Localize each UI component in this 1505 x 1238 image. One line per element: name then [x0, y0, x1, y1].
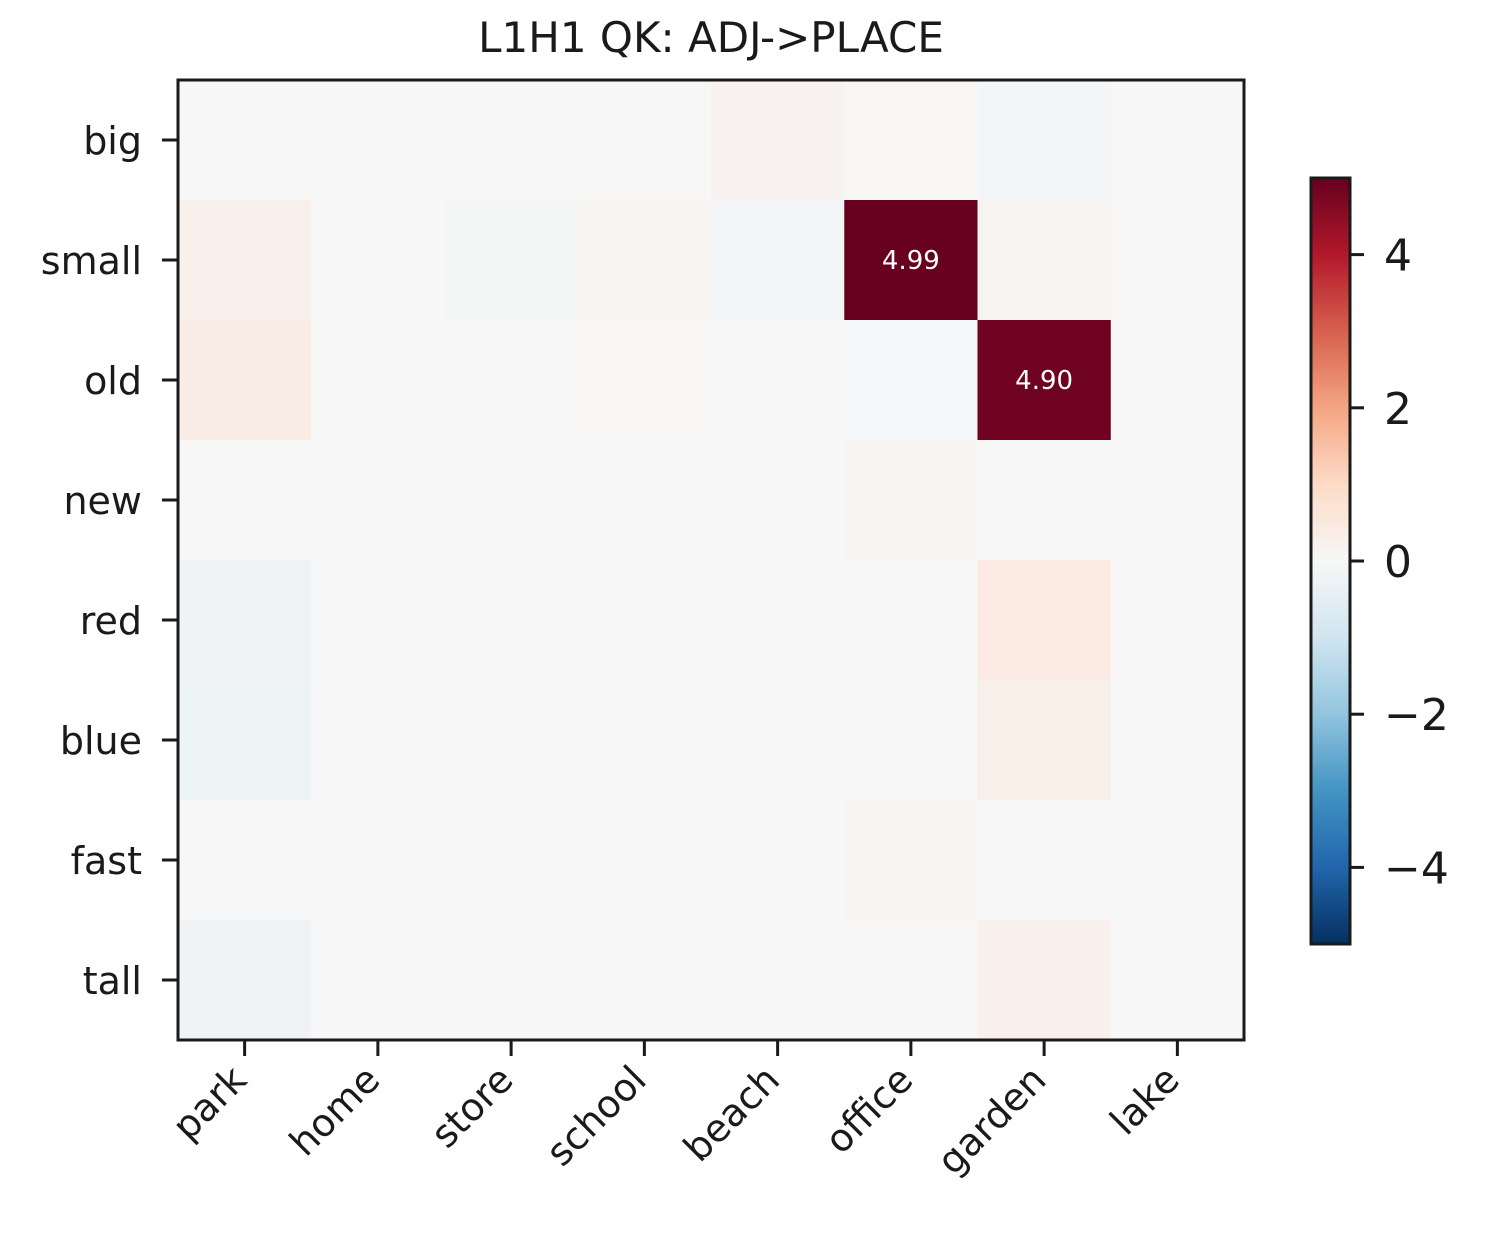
- colorbar-tick-label: 4: [1384, 231, 1412, 282]
- x-tick-label-lake: lake: [1102, 1057, 1188, 1143]
- colorbar-tick-label: 0: [1384, 537, 1412, 588]
- heatmap-cell-red-beach: [711, 560, 845, 681]
- cell-annotations: 4.99 4.90: [882, 246, 1073, 396]
- heatmap-cell-small-beach: [711, 200, 845, 321]
- x-axis-ticks: park home store school beach office garden lake: [164, 1040, 1188, 1183]
- heatmap-cell-fast-beach: [711, 800, 845, 921]
- heatmap-cell-small-park: [178, 200, 312, 321]
- x-tick-label-store: store: [422, 1057, 521, 1156]
- heatmap-cell-fast-garden: [977, 800, 1112, 921]
- heatmap-cell-fast-park: [178, 800, 312, 921]
- heatmap-cell-new-store: [444, 440, 579, 561]
- colorbar-tick-label: −4: [1384, 843, 1449, 894]
- heatmap-cell-new-park: [178, 440, 312, 561]
- heatmap-cell-big-garden: [977, 80, 1112, 201]
- colorbar: [1309, 176, 1352, 946]
- heatmap-cell-fast-school: [577, 800, 712, 921]
- heatmap-cells: [178, 80, 1245, 1041]
- heatmap-cell-tall-store: [444, 920, 579, 1041]
- heatmap-cell-red-school: [577, 560, 712, 681]
- heatmap-cell-tall-home: [311, 920, 445, 1041]
- y-tick-label-tall: tall: [83, 959, 142, 1003]
- heatmap-cell-big-home: [311, 80, 445, 201]
- colorbar-tick-label: 2: [1384, 384, 1412, 435]
- heatmap-cell-new-home: [311, 440, 445, 561]
- colorbar-tick-label: −2: [1384, 690, 1449, 741]
- heatmap-cell-blue-beach: [711, 680, 845, 801]
- heatmap-cell-tall-garden: [977, 920, 1112, 1041]
- y-tick-label-fast: fast: [71, 839, 142, 883]
- x-tick-label-beach: beach: [675, 1057, 788, 1170]
- heatmap-cell-new-office: [844, 440, 978, 561]
- heatmap-cell-old-garden: [977, 320, 1112, 441]
- heatmap-cell-new-lake: [1110, 440, 1245, 561]
- x-tick-label-garden: garden: [929, 1057, 1055, 1183]
- heatmap-cell-tall-school: [577, 920, 712, 1041]
- heatmap-cell-big-beach: [711, 80, 845, 201]
- heatmap-cell-red-lake: [1110, 560, 1245, 681]
- heatmap-cell-small-store: [444, 200, 579, 321]
- x-tick-label-home: home: [281, 1057, 388, 1164]
- heatmap-cell-tall-lake: [1110, 920, 1245, 1041]
- heatmap-cell-red-park: [178, 560, 312, 681]
- heatmap-cell-tall-office: [844, 920, 978, 1041]
- heatmap-cell-blue-store: [444, 680, 579, 801]
- heatmap-cell-old-park: [178, 320, 312, 441]
- heatmap-cell-red-store: [444, 560, 579, 681]
- heatmap-cell-small-school: [577, 200, 712, 321]
- heatmap-cell-fast-store: [444, 800, 579, 921]
- plot-frame: [176, 78, 1246, 1042]
- y-tick-label-blue: blue: [60, 719, 142, 763]
- heatmap-cell-blue-lake: [1110, 680, 1245, 801]
- heatmap-cell-old-home: [311, 320, 445, 441]
- heatmap-cell-old-school: [577, 320, 712, 441]
- y-axis-ticks: big small old new red blue fast tall: [41, 119, 178, 1003]
- heatmap-cell-old-beach: [711, 320, 845, 441]
- heatmap-cell-fast-home: [311, 800, 445, 921]
- y-tick-label-red: red: [80, 599, 142, 643]
- heatmap-cell-fast-office: [844, 800, 978, 921]
- x-tick-label-office: office: [816, 1057, 921, 1162]
- chart-title: L1H1 QK: ADJ->PLACE: [478, 13, 944, 62]
- heatmap-cell-big-office: [844, 80, 978, 201]
- y-tick-label-big: big: [83, 119, 142, 163]
- heatmap-cell-tall-park: [178, 920, 312, 1041]
- heatmap-cell-blue-garden: [977, 680, 1112, 801]
- heatmap-cell-blue-park: [178, 680, 312, 801]
- cell-annotation-small-office: 4.99: [882, 246, 940, 276]
- x-tick-label-park: park: [164, 1057, 255, 1148]
- heatmap-cell-big-store: [444, 80, 579, 201]
- heatmap-cell-old-office: [844, 320, 978, 441]
- heatmap-cell-big-school: [577, 80, 712, 201]
- heatmap-cell-fast-lake: [1110, 800, 1245, 921]
- heatmap-cell-small-garden: [977, 200, 1112, 321]
- y-tick-label-old: old: [84, 359, 142, 403]
- heatmap-cell-blue-school: [577, 680, 712, 801]
- colorbar-ticks: 4 2 0 −2 −4: [1350, 231, 1449, 894]
- heatmap-cell-red-office: [844, 560, 978, 681]
- heatmap-cell-old-lake: [1110, 320, 1245, 441]
- heatmap-cell-new-beach: [711, 440, 845, 561]
- heatmap-cell-big-lake: [1110, 80, 1245, 201]
- x-tick-label-school: school: [537, 1057, 654, 1174]
- heatmap-cell-new-school: [577, 440, 712, 561]
- heatmap-cell-new-garden: [977, 440, 1112, 561]
- heatmap-cell-big-park: [178, 80, 312, 201]
- heatmap-cell-red-garden: [977, 560, 1112, 681]
- cell-annotation-old-garden: 4.90: [1015, 366, 1073, 396]
- heatmap-cell-tall-beach: [711, 920, 845, 1041]
- heatmap-cell-old-store: [444, 320, 579, 441]
- y-tick-label-new: new: [63, 479, 142, 523]
- heatmap-cell-red-home: [311, 560, 445, 681]
- heatmap-cell-blue-office: [844, 680, 978, 801]
- heatmap-cell-small-office: [844, 200, 978, 321]
- heatmap-cell-blue-home: [311, 680, 445, 801]
- y-tick-label-small: small: [41, 239, 142, 283]
- heatmap-cell-small-lake: [1110, 200, 1245, 321]
- heatmap-cell-small-home: [311, 200, 445, 321]
